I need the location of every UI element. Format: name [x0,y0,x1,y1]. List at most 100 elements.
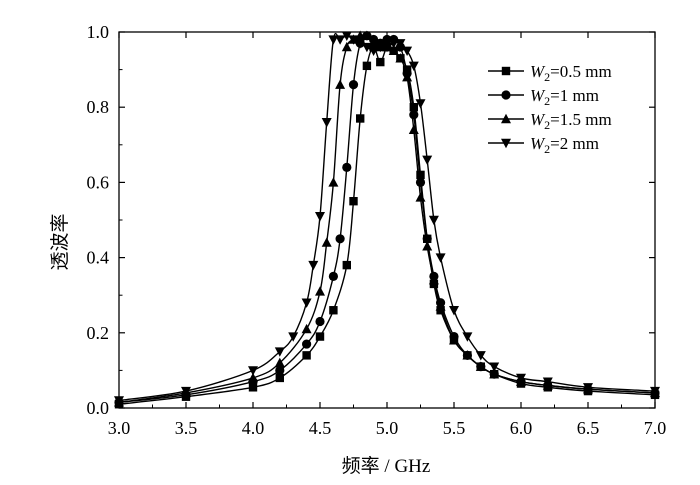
legend-value: =2 mm [550,134,599,153]
x-axis-label: 频率 / GHz [342,455,431,477]
x-tick-label: 6.0 [510,418,533,438]
data-point-triangle-up [355,30,366,40]
data-point-triangle-down [361,42,372,53]
data-point-triangle-up [315,286,325,296]
y-tick-label: 1.0 [87,22,110,42]
data-point-triangle-down [181,386,191,397]
legend-item: W2=0.5 mm [488,62,612,84]
data-point-triangle-up [489,368,500,379]
data-point-triangle-up [321,237,332,247]
legend-subscript: 2 [544,94,550,108]
data-point-triangle-down [489,362,500,372]
x-tick-label: 3.5 [175,418,198,438]
data-point-square [376,57,385,67]
data-point-triangle-up [402,71,413,82]
data-point-triangle-up [435,301,446,311]
legend-label: W2=2 mm [530,134,599,156]
data-point-triangle-down [382,42,392,53]
legend-variable: W [530,62,546,81]
data-point-triangle-up [248,372,258,383]
x-tick-label: 7.0 [644,418,667,438]
data-point-triangle-down [301,298,312,308]
data-point-circle [335,234,345,244]
data-point-triangle-up [388,45,399,55]
x-tick-label: 3.0 [108,418,131,438]
data-point-triangle-down [422,155,433,166]
legend-label: W2=0.5 mm [530,62,612,84]
y-tick-label: 0.4 [87,248,110,268]
data-point-circle [315,316,325,327]
data-point-triangle-down [408,61,419,72]
data-point-square [275,373,284,383]
data-point-triangle-down [341,31,352,41]
data-point-square [416,170,425,180]
data-point-triangle-up [395,53,406,63]
data-point-triangle-down [328,35,339,45]
data-point-square [349,197,358,206]
legend-marker-triangle-down [501,138,511,149]
data-point-triangle-down [348,35,359,45]
data-point-triangle-down [368,46,379,56]
data-point-triangle-down [315,212,325,222]
data-point-triangle-down [114,396,124,406]
data-point-triangle-up [428,274,439,285]
x-tick-label: 4.0 [242,418,265,438]
legend-value: =0.5 mm [550,62,612,81]
data-point-triangle-down [650,386,660,397]
data-point-circle [275,365,285,375]
y-tick-label: 0.6 [87,172,110,192]
data-point-square [362,61,372,71]
data-point-circle [415,177,426,187]
legend-marker-circle [501,90,511,100]
data-point-triangle-up [361,30,372,40]
data-point-triangle-up [274,357,285,368]
data-point-triangle-down [583,383,593,393]
y-tick-label: 0.8 [87,97,110,117]
y-axis-label: 透波率 [49,213,71,270]
data-point-square [302,351,311,360]
data-point-square [356,114,365,123]
data-point-circle [328,271,338,281]
data-point-triangle-down [375,42,386,53]
data-point-square [409,103,418,112]
data-point-triangle-down [516,373,526,384]
data-point-triangle-up [301,323,312,334]
data-point-triangle-down [308,260,319,271]
legend-marker-square [501,66,511,76]
data-point-circle [302,339,312,349]
data-point-triangle-down [462,332,473,342]
data-point-triangle-up [462,350,473,360]
data-point-triangle-up [475,361,486,371]
data-point-triangle-down [435,253,446,263]
y-tick-label: 0.0 [87,398,110,418]
legend-item: W2=2 mm [488,134,599,156]
data-point-circle [409,110,419,120]
data-point-triangle-up [328,177,339,187]
data-point-triangle-down [388,39,399,49]
data-point-triangle-up [449,335,459,345]
legend-variable: W [530,134,546,153]
legend-variable: W [530,86,546,105]
data-point-triangle-down [355,39,366,49]
data-point-triangle-down [402,46,413,56]
data-point-square [342,260,351,270]
data-point-triangle-down [415,99,426,109]
data-point-triangle-down [449,306,459,316]
data-point-triangle-down [335,35,346,45]
data-point-triangle-up [415,192,426,202]
legend-item: W2=1.5 mm [488,110,612,132]
legend-variable: W [530,110,546,129]
x-tick-label: 6.5 [577,418,600,438]
data-point-square [248,383,258,392]
legend-subscript: 2 [544,142,550,156]
legend-item: W2=1 mm [488,86,599,108]
data-point-triangle-down [475,351,486,361]
data-point-square [315,332,325,341]
axis-ticks: 3.0 3.5 4.0 4.5 5.0 5.5 6.0 6.5 7.0 0.0 0.2 0.4 0.6 0… [87,22,667,438]
data-point-square [329,306,338,315]
data-point-triangle-up [422,241,433,251]
data-point-circle [382,34,392,45]
legend-label: W2=1 mm [530,86,599,108]
